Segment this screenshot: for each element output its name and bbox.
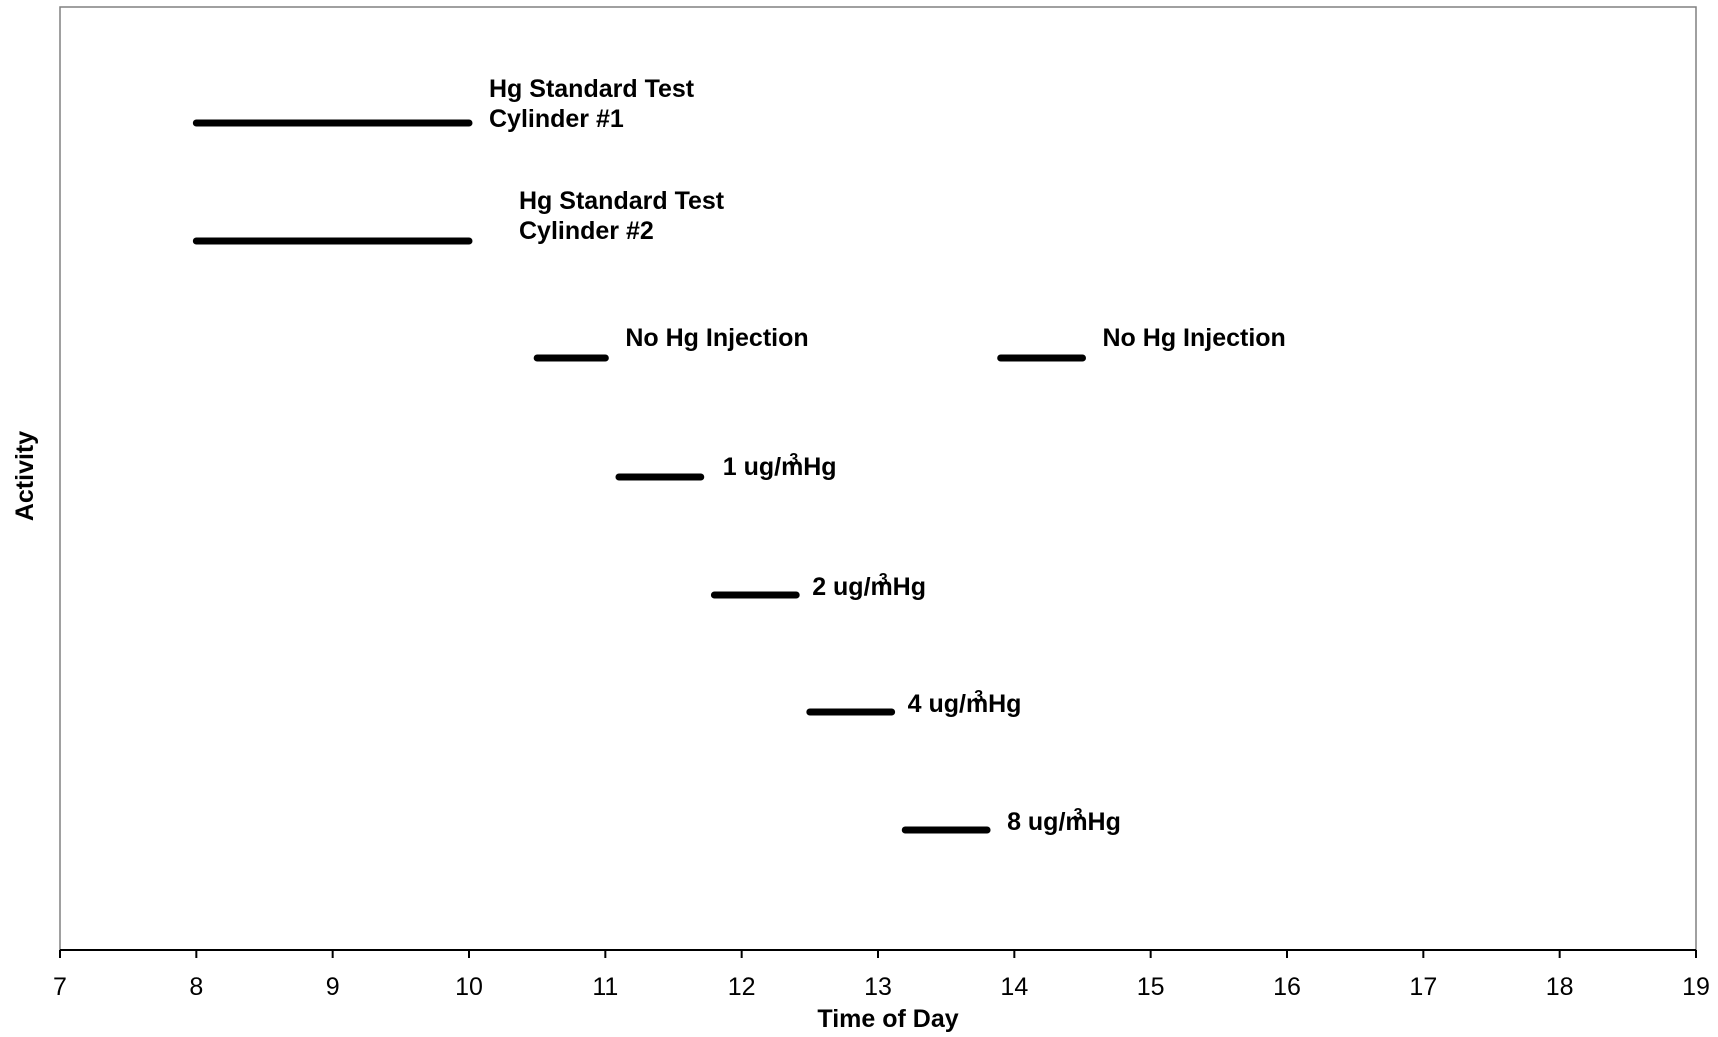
x-tick-label: 8 — [189, 973, 203, 1001]
activity-label: Hg Standard Test Cylinder #2 — [519, 187, 725, 245]
x-axis-ticks: 7 8 9 10 11 12 13 14 15 16 17 18 19 — [53, 950, 1710, 1001]
x-tick-label: 16 — [1273, 973, 1301, 1001]
activity-label: 1 ug/m3 Hg — [723, 451, 837, 481]
x-tick-label: 11 — [592, 973, 618, 1001]
activity-label: No Hg Injection — [1103, 324, 1286, 352]
activity-label: 2 ug/m3 Hg — [812, 571, 926, 601]
x-tick-label: 9 — [326, 973, 340, 1001]
x-tick-label: 10 — [455, 973, 483, 1001]
activity-label: 8 ug/m3 Hg — [1007, 806, 1121, 836]
x-tick-label: 19 — [1682, 973, 1710, 1001]
x-tick-label: 15 — [1137, 973, 1165, 1001]
activity-label: 4 ug/m3 Hg — [908, 688, 1022, 718]
activity-bars — [192, 119, 1086, 834]
activity-labels: Hg Standard Test Cylinder #1 Hg Standard T… — [489, 75, 1286, 836]
x-tick-label: 12 — [728, 973, 756, 1001]
activity-label: No Hg Injection — [625, 324, 808, 352]
plot-frame — [59, 6, 1697, 951]
activity-label: Hg Standard Test Cylinder #1 — [489, 75, 695, 133]
x-tick-label: 14 — [1000, 973, 1028, 1001]
x-axis-title: Time of Day — [817, 1005, 958, 1033]
y-axis-title: Activity — [11, 431, 39, 521]
x-tick-label: 17 — [1409, 973, 1437, 1001]
x-tick-label: 7 — [53, 973, 67, 1001]
x-tick-label: 18 — [1546, 973, 1574, 1001]
x-tick-label: 13 — [864, 973, 892, 1001]
